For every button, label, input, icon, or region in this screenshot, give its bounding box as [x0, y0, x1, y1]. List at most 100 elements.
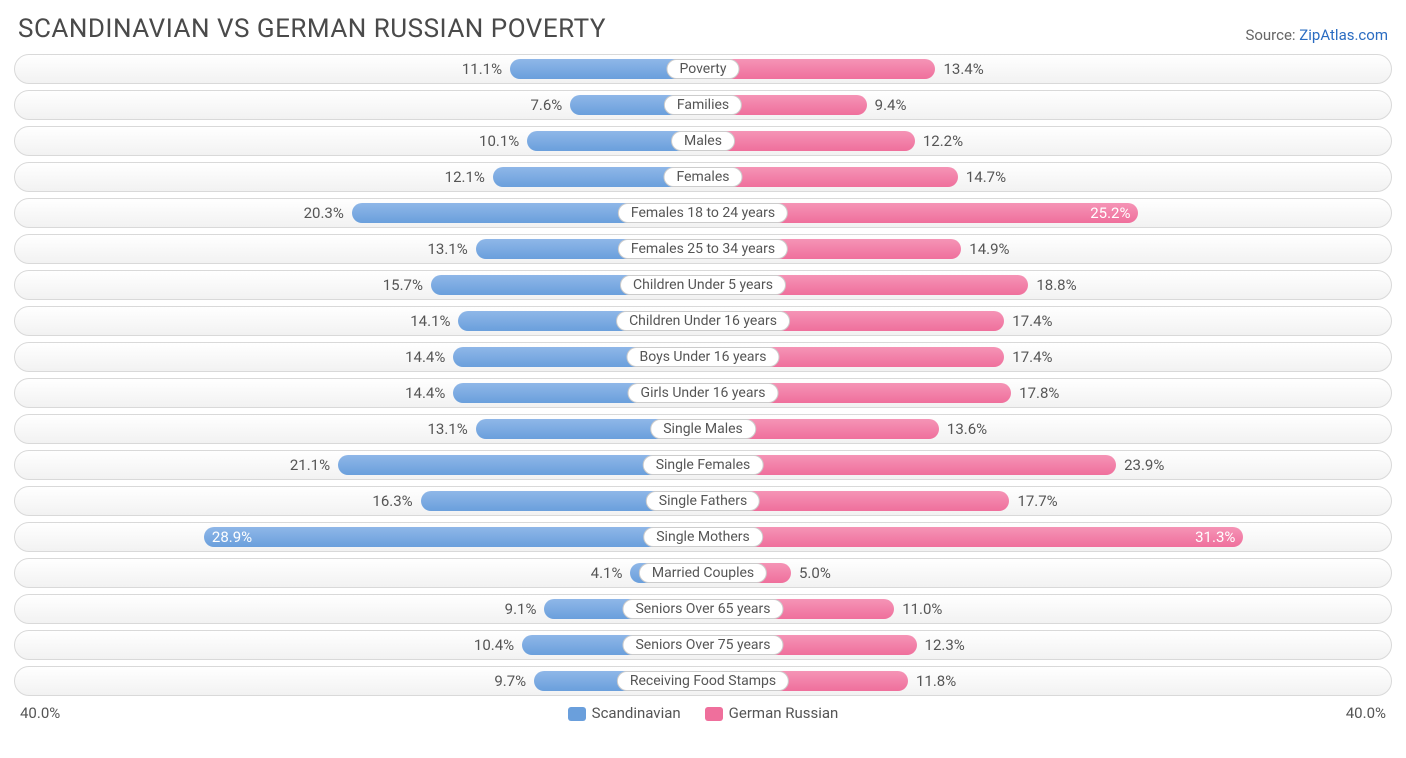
row-left-half: 14.4%: [15, 379, 703, 407]
axis-max-right: 40.0%: [1346, 704, 1386, 722]
bar-right: 13.4%: [705, 59, 935, 79]
chart-row: 9.1% 11.0% Seniors Over 65 years: [14, 594, 1392, 624]
row-right-half: 11.0%: [703, 595, 1391, 623]
chart-row: 21.1% 23.9%Single Females: [14, 450, 1392, 480]
value-right: 31.3%: [1195, 528, 1235, 546]
value-left: 15.7%: [383, 276, 431, 294]
value-left: 16.3%: [372, 492, 420, 510]
category-label: Families: [664, 95, 742, 115]
value-left: 12.1%: [445, 168, 493, 186]
chart-row: 14.1%17.4%Children Under 16 years: [14, 306, 1392, 336]
legend-label-left: Scandinavian: [592, 704, 681, 722]
row-left-half: 20.3%: [15, 199, 703, 227]
value-left: 20.3%: [304, 204, 352, 222]
row-right-half: 5.0%: [703, 559, 1391, 587]
category-label: Receiving Food Stamps: [617, 671, 789, 691]
chart-row: 20.3%25.2%Females 18 to 24 years: [14, 198, 1392, 228]
category-label: Poverty: [666, 59, 739, 79]
row-right-half: 18.8%: [703, 271, 1391, 299]
value-right: 14.7%: [958, 168, 1006, 186]
row-left-half: 16.3%: [15, 487, 703, 515]
chart-row: 28.9% 31.3% Single Mothers: [14, 522, 1392, 552]
value-left: 13.1%: [427, 240, 475, 258]
row-right-half: 14.7%: [703, 163, 1391, 191]
value-right: 13.4%: [935, 60, 983, 78]
row-right-half: 14.9%: [703, 235, 1391, 263]
legend-swatch-blue: [568, 707, 586, 721]
row-right-half: 17.4%: [703, 307, 1391, 335]
value-right: 12.3%: [917, 636, 965, 654]
bar-right: 31.3%: [705, 527, 1243, 547]
legend-swatch-pink: [705, 707, 723, 721]
source-label: Source:: [1245, 26, 1295, 44]
chart-source: Source: ZipAtlas.com: [1245, 26, 1388, 44]
category-label: Single Mothers: [643, 527, 763, 547]
chart-row: 11.1%13.4%Poverty: [14, 54, 1392, 84]
value-left: 9.1%: [505, 600, 545, 618]
value-right: 17.4%: [1004, 312, 1052, 330]
row-left-half: 15.7%: [15, 271, 703, 299]
bar-right: 14.7%: [705, 167, 958, 187]
value-right: 11.0%: [894, 600, 942, 618]
value-right: 17.4%: [1004, 348, 1052, 366]
chart-footer: 40.0% Scandinavian German Russian 40.0%: [14, 702, 1392, 722]
chart-row: 16.3% 17.7%Single Fathers: [14, 486, 1392, 516]
category-label: Girls Under 16 years: [628, 383, 779, 403]
chart-row: 12.1%14.7%Females: [14, 162, 1392, 192]
row-right-half: 9.4%: [703, 91, 1391, 119]
chart-row: 14.4% 17.8% Girls Under 16 years: [14, 378, 1392, 408]
row-right-half: 17.7%: [703, 487, 1391, 515]
value-left: 21.1%: [290, 456, 338, 474]
chart-row: 10.4%12.3%Seniors Over 75 years: [14, 630, 1392, 660]
row-left-half: 28.9%: [15, 523, 703, 551]
value-left: 10.4%: [474, 636, 522, 654]
category-label: Females 25 to 34 years: [618, 239, 788, 259]
chart-header: SCANDINAVIAN VS GERMAN RUSSIAN POVERTY S…: [14, 10, 1392, 54]
category-label: Single Fathers: [646, 491, 760, 511]
value-left: 11.1%: [462, 60, 510, 78]
row-left-half: 13.1%: [15, 235, 703, 263]
category-label: Married Couples: [639, 563, 767, 583]
source-link[interactable]: ZipAtlas.com: [1299, 26, 1388, 44]
category-label: Males: [671, 131, 735, 151]
value-right: 13.6%: [939, 420, 987, 438]
category-label: Single Males: [650, 419, 756, 439]
value-right: 18.8%: [1028, 276, 1076, 294]
bar-right: 12.2%: [705, 131, 915, 151]
category-label: Seniors Over 65 years: [622, 599, 783, 619]
row-left-half: 10.1%: [15, 127, 703, 155]
value-left: 4.1%: [591, 564, 631, 582]
row-left-half: 21.1%: [15, 451, 703, 479]
value-right: 5.0%: [791, 564, 831, 582]
row-right-half: 13.6%: [703, 415, 1391, 443]
row-right-half: 17.8%: [703, 379, 1391, 407]
category-label: Children Under 5 years: [620, 275, 786, 295]
legend-item-right: German Russian: [705, 704, 839, 722]
row-right-half: 12.3%: [703, 631, 1391, 659]
row-left-half: 9.1%: [15, 595, 703, 623]
row-right-half: 31.3%: [703, 523, 1391, 551]
bar-left: 28.9%: [204, 527, 701, 547]
row-left-half: 7.6%: [15, 91, 703, 119]
bar-right: 23.9%: [705, 455, 1116, 475]
chart-row: 15.7% 18.8% Children Under 5 years: [14, 270, 1392, 300]
value-right: 14.9%: [961, 240, 1009, 258]
row-right-half: 17.4%: [703, 343, 1391, 371]
value-right: 9.4%: [867, 96, 907, 114]
value-left: 14.4%: [405, 348, 453, 366]
row-left-half: 12.1%: [15, 163, 703, 191]
chart-row: 10.1%12.2%Males: [14, 126, 1392, 156]
legend: Scandinavian German Russian: [568, 704, 839, 722]
row-left-half: 11.1%: [15, 55, 703, 83]
value-left: 14.4%: [405, 384, 453, 402]
diverging-bar-chart: 11.1%13.4%Poverty7.6%9.4%Families10.1%12…: [14, 54, 1392, 696]
value-left: 7.6%: [530, 96, 570, 114]
row-left-half: 13.1%: [15, 415, 703, 443]
row-left-half: 14.1%: [15, 307, 703, 335]
chart-row: 7.6% 9.4% Families: [14, 90, 1392, 120]
row-right-half: 25.2%: [703, 199, 1391, 227]
chart-row: 13.1% 13.6% Single Males: [14, 414, 1392, 444]
category-label: Single Females: [643, 455, 764, 475]
value-right: 17.8%: [1011, 384, 1059, 402]
row-left-half: 4.1%: [15, 559, 703, 587]
